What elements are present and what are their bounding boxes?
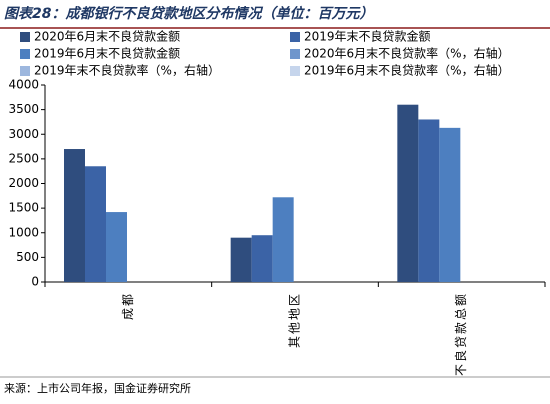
legend-label: 2019年6月末不良贷款金额 [34,46,180,61]
bar [85,166,106,282]
y-tick-label: 1000 [8,225,39,239]
bar [251,235,273,282]
legend-label: 2020年6月末不良贷款率（%，右轴） [304,46,510,61]
y-tick-label: 3000 [8,127,39,141]
legend-label: 2019年末不良贷款率（%，右轴） [34,63,220,78]
legend-swatch [20,32,30,42]
legend-label: 2019年6月末不良贷款率（%，右轴） [304,63,510,78]
y-tick-label: 3500 [8,102,39,116]
y-tick-label: 500 [16,250,39,264]
x-tick-label: 其他地区 [288,292,302,348]
legend-label: 2019年末不良贷款金额 [304,29,431,44]
y-tick-label: 4000 [8,78,39,92]
chart-title: 图表28：成都银行不良贷款地区分布情况（单位：百万元） [4,5,373,22]
bar [272,197,294,282]
bar [106,212,127,282]
y-tick-label: 2000 [8,176,39,190]
legend-label: 2020年6月末不良贷款金额 [34,29,180,44]
bar [64,149,85,282]
legend-swatch [290,32,300,42]
x-tick-label: 不良贷款总额 [453,292,468,376]
legend-swatch [290,49,300,59]
legend-swatch [290,66,300,76]
bar [418,119,440,282]
x-tick-label: 成都 [121,292,135,320]
bar [397,104,419,282]
y-tick-label: 2500 [8,151,39,165]
bar [439,127,461,282]
y-tick-label: 0 [31,275,39,289]
legend-swatch [20,66,30,76]
bar [230,237,252,282]
y-tick-label: 1500 [8,201,39,215]
source: 来源：上市公司年报，国金证券研究所 [4,381,191,395]
legend-swatch [20,49,30,59]
